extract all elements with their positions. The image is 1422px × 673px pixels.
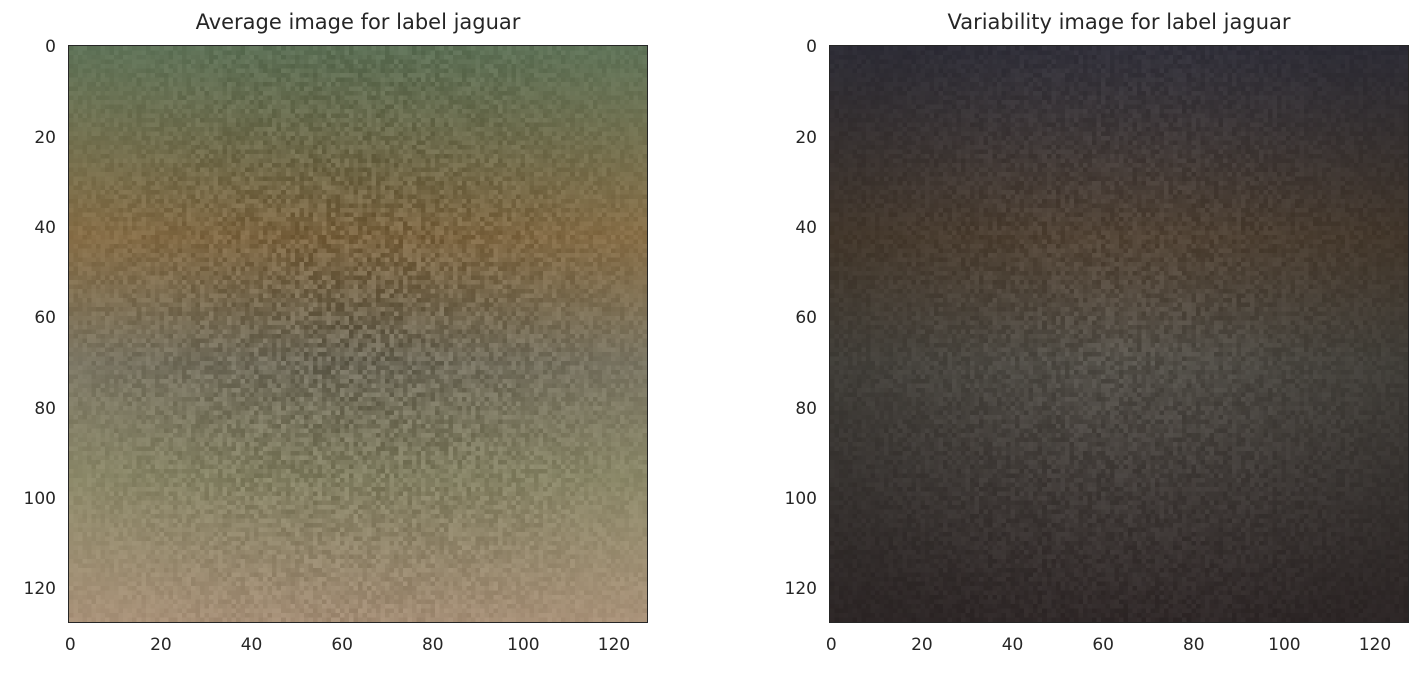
y-tick-label: 80 [795,398,817,419]
variability-chart-title: Variability image for label jaguar [947,10,1291,34]
variability-image-heatmap [830,46,1408,622]
x-tick-label: 100 [1268,635,1301,655]
x-tick-label: 40 [1001,635,1024,655]
x-tick-label: 40 [240,635,263,655]
x-tick-label: 0 [825,635,837,655]
y-tick-label: 40 [795,217,817,238]
average-chart-title: Average image for label jaguar [195,10,521,34]
y-tick-label: 40 [34,217,56,238]
average-image-panel: Average image for label jaguar 0 20 40 60 80… [23,10,648,655]
x-tick-label: 60 [331,635,353,655]
x-tick-label: 120 [1358,635,1392,655]
y-tick-label: 80 [34,398,56,419]
x-tick-label: 20 [911,635,933,655]
x-tick-label: 80 [1182,635,1205,655]
x-tick-label: 80 [421,635,444,655]
y-tick-label: 120 [23,579,56,600]
y-tick-label: 20 [34,127,56,148]
y-tick-label: 60 [34,308,56,329]
y-tick-label: 0 [806,37,817,58]
variability-image-axes [829,45,1409,623]
x-tick-label: 60 [1092,635,1114,655]
average-image-heatmap [69,46,647,622]
y-tick-label: 120 [784,579,817,600]
x-tick-label: 100 [507,635,540,655]
y-tick-label: 100 [23,488,56,509]
x-tick-label: 20 [150,635,172,655]
average-image-axes [68,45,648,623]
y-tick-label: 60 [795,308,817,329]
x-tick-label: 0 [64,635,76,655]
y-tick-label: 20 [795,127,817,148]
y-tick-label: 0 [45,37,56,58]
y-tick-label: 100 [784,488,817,509]
x-tick-label: 120 [597,635,631,655]
